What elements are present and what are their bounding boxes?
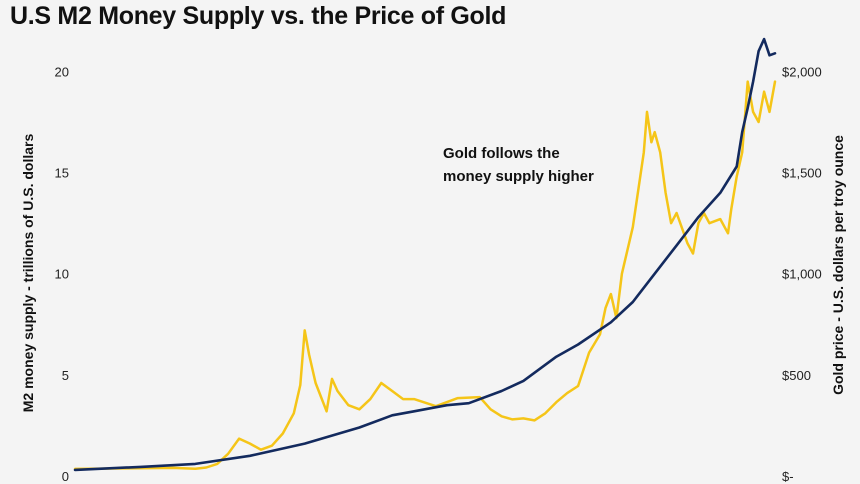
- left-tick-label: 20: [55, 64, 69, 79]
- left-axis-ticks: 0 5 10 15 20: [55, 64, 69, 484]
- left-tick-label: 15: [55, 166, 69, 181]
- annotation-line-2: money supply higher: [443, 168, 594, 185]
- left-tick-label: 0: [62, 469, 69, 484]
- left-axis-label: M2 money supply - trillions of U.S. doll…: [20, 134, 36, 413]
- right-tick-label: $500: [782, 368, 811, 383]
- right-tick-label: $1,000: [782, 267, 822, 282]
- right-tick-label: $1,500: [782, 166, 822, 181]
- annotation-line-1: Gold follows the: [443, 145, 560, 162]
- right-tick-label: $-: [782, 469, 794, 484]
- right-axis-label: Gold price - U.S. dollars per troy ounce: [830, 135, 846, 395]
- left-tick-label: 10: [55, 267, 69, 282]
- right-axis-ticks: $- $500 $1,000 $1,500 $2,000: [782, 64, 822, 484]
- chart-title: U.S M2 Money Supply vs. the Price of Gol…: [10, 2, 507, 30]
- m2-money-supply-line: [73, 37, 777, 472]
- left-tick-label: 5: [62, 368, 69, 383]
- gold-price-line: [73, 80, 777, 471]
- right-tick-label: $2,000: [782, 64, 822, 79]
